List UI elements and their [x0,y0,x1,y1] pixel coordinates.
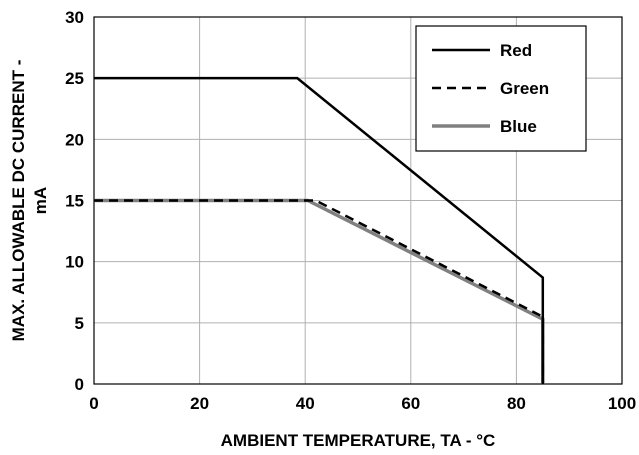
x-tick-label: 100 [608,394,636,413]
y-tick-label: 15 [65,192,84,211]
y-tick-label: 0 [75,375,84,394]
y-axis-title-line-1: MAX. ALLOWABLE DC CURRENT - [9,60,28,342]
x-tick-label: 60 [401,394,420,413]
x-tick-label: 20 [190,394,209,413]
series-group [94,76,545,384]
x-axis-title: AMBIENT TEMPERATURE, TA - °C [221,431,496,450]
y-tick-label: 30 [65,8,84,27]
y-tick-label: 5 [75,314,84,333]
y-tick-label: 20 [65,130,84,149]
y-tick-label: 25 [65,69,84,88]
legend-label-red: Red [500,41,532,60]
x-tick-label: 0 [89,394,98,413]
series-line-red [94,76,545,384]
legend-label-green: Green [500,79,549,98]
legend: Red Green Blue [415,25,587,152]
x-tick-label: 40 [296,394,315,413]
x-tick-labels: 0 20 40 60 80 100 [89,394,636,413]
x-tick-label: 80 [507,394,526,413]
legend-label-blue: Blue [500,117,537,136]
y-axis-title: MAX. ALLOWABLE DC CURRENT - mA [9,60,50,342]
y-tick-label: 10 [65,253,84,272]
legend-box [415,25,587,152]
y-tick-labels: 0 5 10 15 20 25 30 [65,8,84,394]
y-axis-title-line-2: mA [31,187,50,214]
